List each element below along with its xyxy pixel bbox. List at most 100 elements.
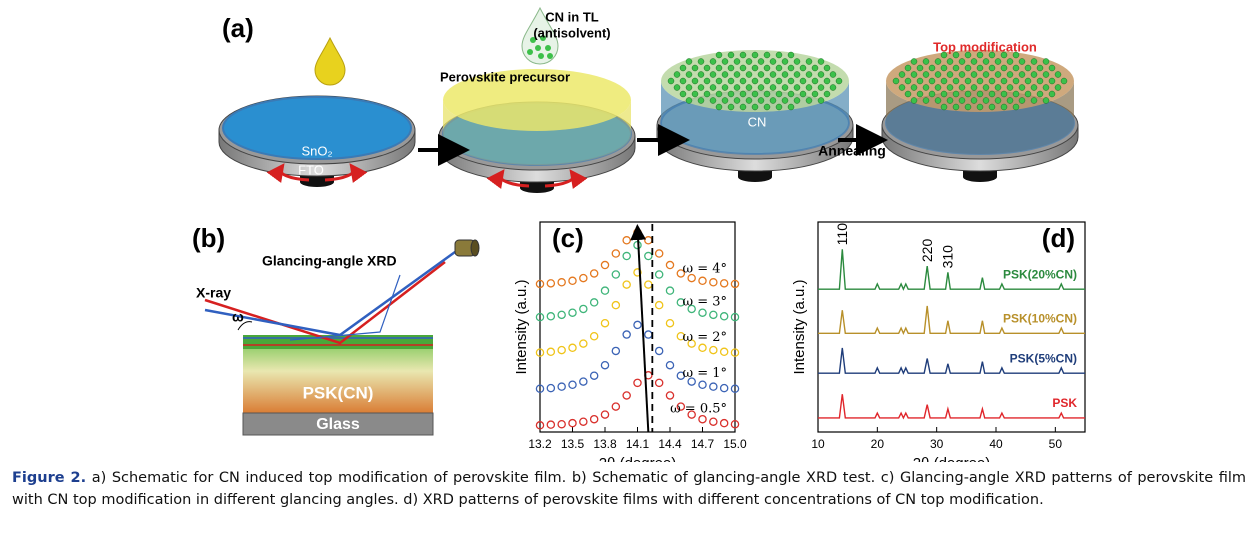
- x-axis-label: 2θ (degree): [599, 455, 677, 462]
- data-point: [687, 377, 696, 386]
- cn-dot: [1006, 71, 1014, 78]
- cn-dot: [964, 64, 972, 72]
- data-point: [676, 331, 686, 341]
- cn-dot: [697, 97, 705, 104]
- stand: [963, 172, 997, 182]
- cn-dot: [793, 58, 801, 65]
- cn-dot: [952, 51, 960, 59]
- panel-label: (b): [192, 223, 225, 253]
- cn-dot: [787, 90, 795, 98]
- layer-top: [443, 69, 631, 131]
- cn-dot: [970, 97, 978, 104]
- series-label: PSK(5%CN): [1010, 351, 1077, 365]
- cn-dot: [769, 97, 777, 104]
- data-point: [730, 419, 740, 429]
- data-point: [687, 410, 696, 419]
- cn-dot: [934, 97, 942, 104]
- cn-dot: [823, 64, 831, 72]
- cn-dot: [787, 51, 795, 59]
- cn-dot: [904, 90, 912, 98]
- data-point: [622, 391, 631, 400]
- cn-dot: [1030, 58, 1038, 65]
- cn-dot: [805, 97, 813, 104]
- cn-dot: [952, 64, 960, 72]
- cn-dot: [739, 90, 747, 98]
- cn-dot: [1036, 77, 1044, 85]
- data-point: [557, 382, 566, 391]
- cn-dot: [540, 35, 546, 41]
- cn-dot: [739, 77, 747, 85]
- cn-dot: [976, 51, 984, 59]
- cn-dot: [538, 53, 544, 59]
- x-tick-label: 40: [989, 437, 1003, 451]
- cn-dot: [1024, 64, 1032, 72]
- label: SnO₂: [301, 143, 332, 158]
- series-line: [818, 305, 1085, 335]
- cn-dot: [787, 77, 795, 85]
- cn-dot: [928, 64, 936, 72]
- cn-dot: [751, 51, 759, 59]
- data-point: [654, 346, 664, 356]
- cn-dot: [703, 90, 711, 98]
- data-point: [568, 343, 577, 353]
- cn-dot: [1018, 58, 1026, 65]
- cn-dot: [775, 77, 783, 85]
- data-point: [546, 383, 556, 393]
- cn-dot: [1030, 97, 1038, 104]
- data-point: [730, 279, 740, 289]
- data-point: [600, 410, 610, 419]
- cn-dot: [697, 84, 705, 91]
- data-point: [730, 348, 740, 357]
- cn-dot: [982, 58, 990, 65]
- data-point: [579, 304, 588, 314]
- cn-dot: [799, 90, 807, 98]
- panel-label: (c): [552, 223, 584, 253]
- cn-dot: [787, 64, 795, 72]
- data-point: [568, 308, 577, 317]
- data-point: [535, 348, 545, 357]
- cn-dot: [727, 51, 735, 59]
- cn-dot: [673, 71, 681, 78]
- cn-dot: [958, 97, 966, 104]
- cn-dot: [769, 58, 777, 65]
- label: CN: [748, 114, 767, 129]
- cn-dot: [739, 51, 747, 59]
- cn-dot: [697, 58, 705, 65]
- data-point: [633, 320, 642, 330]
- cn-dot: [757, 84, 765, 91]
- cn-dot: [1012, 90, 1020, 98]
- cn-dot: [757, 58, 765, 65]
- cn-dot: [922, 97, 930, 104]
- cn-dot: [685, 97, 693, 104]
- data-point: [654, 270, 664, 279]
- cn-dot: [739, 64, 747, 72]
- cn-dot: [1036, 64, 1044, 72]
- data-point: [546, 279, 556, 288]
- data-point: [730, 384, 740, 393]
- data-point: [600, 360, 610, 370]
- data-point: [698, 308, 707, 317]
- cn-dot: [763, 64, 771, 72]
- cn-dot: [964, 103, 972, 111]
- series-label: ω = 4°: [682, 261, 727, 276]
- data-point: [589, 331, 599, 341]
- cn-dot: [1048, 77, 1056, 85]
- cn-dot: [763, 77, 771, 85]
- guide-arrow: [630, 224, 650, 433]
- cn-dot: [958, 84, 966, 91]
- cn-dot: [697, 71, 705, 78]
- label: X-ray: [196, 285, 231, 301]
- data-point: [698, 380, 707, 389]
- data-point: [633, 378, 642, 388]
- cn-dot: [823, 90, 831, 98]
- cn-dot: [775, 51, 783, 59]
- cn-dot: [721, 58, 729, 65]
- series-line: [818, 249, 1085, 291]
- cn-dot: [709, 97, 717, 104]
- cn-dot: [763, 103, 771, 111]
- stand: [738, 172, 772, 182]
- x-axis-label: 2θ (degree): [913, 455, 991, 462]
- cn-dot: [679, 64, 687, 72]
- panel-a: [218, 6, 1079, 193]
- cn-dot: [1006, 97, 1014, 104]
